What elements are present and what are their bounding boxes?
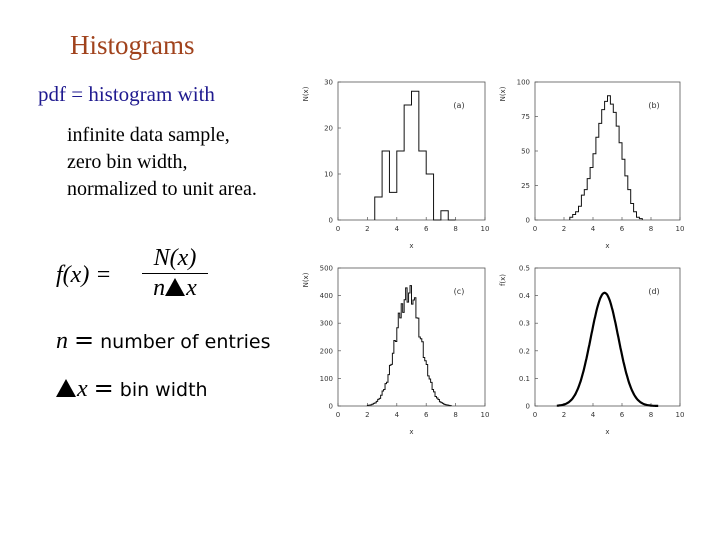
x-tick-label: 10 — [676, 411, 685, 419]
y-tick-label: 25 — [521, 182, 530, 190]
x-tick-label: 4 — [591, 225, 596, 233]
y-tick-label: 500 — [320, 265, 333, 273]
y-tick-label: 10 — [324, 171, 333, 179]
y-tick-label: 50 — [521, 148, 530, 156]
definition-text: bin width — [119, 379, 208, 401]
y-axis-label: f(x) — [499, 274, 507, 286]
formula-den-n: n — [153, 275, 166, 301]
x-tick-label: 6 — [620, 411, 625, 419]
x-tick-label: 2 — [562, 225, 566, 233]
pdf-curve — [556, 291, 659, 407]
delta-icon — [56, 379, 76, 397]
histogram-step — [374, 90, 456, 221]
bullet-list: infinite data sample, zero bin width, no… — [67, 122, 257, 203]
bullet-item: infinite data sample, — [67, 124, 230, 146]
definition-symbol: n — [56, 328, 68, 354]
y-tick-label: 400 — [320, 292, 333, 300]
x-tick-label: 0 — [533, 411, 537, 419]
y-tick-label: 100 — [320, 375, 333, 383]
x-tick-label: 2 — [365, 411, 369, 419]
x-tick-label: 6 — [424, 411, 429, 419]
x-tick-label: 8 — [453, 225, 457, 233]
y-tick-label: 75 — [521, 113, 530, 121]
plot-frame — [337, 81, 486, 221]
x-tick-label: 6 — [424, 225, 429, 233]
formula-lhs: f(x) = — [56, 262, 112, 288]
y-tick-label: 0.5 — [519, 265, 530, 273]
y-tick-label: 0.1 — [519, 375, 530, 383]
y-tick-label: 0.3 — [519, 320, 530, 328]
histogram-step — [569, 95, 643, 220]
y-tick-label: 20 — [324, 125, 333, 133]
x-tick-label: 0 — [336, 411, 340, 419]
y-tick-label: 0.4 — [519, 292, 531, 300]
x-tick-label: 8 — [649, 411, 653, 419]
definition-text: number of entries — [100, 331, 271, 353]
plot-frame — [337, 267, 486, 407]
formula-den-x: x — [186, 275, 197, 301]
y-tick-label: 200 — [320, 347, 333, 355]
x-tick-label: 6 — [620, 225, 625, 233]
panel-label: (c) — [454, 287, 465, 296]
x-tick-label: 2 — [562, 411, 566, 419]
y-tick-label: 30 — [324, 79, 333, 87]
panel-label: (b) — [648, 101, 659, 110]
x-tick-label: 2 — [365, 225, 369, 233]
panel-label: (a) — [453, 101, 464, 110]
y-tick-label: 0 — [329, 403, 333, 411]
equals-sign: = — [74, 326, 95, 354]
x-tick-label: 0 — [336, 225, 340, 233]
delta-icon — [165, 278, 186, 296]
y-tick-label: 300 — [320, 320, 333, 328]
y-tick-label: 0 — [526, 217, 530, 225]
x-axis-label: x — [605, 242, 609, 250]
definition-symbol: x — [77, 376, 88, 402]
x-axis-label: x — [605, 428, 609, 436]
equals-sign: = — [93, 374, 114, 402]
y-axis-label: N(x) — [302, 272, 310, 287]
y-axis-label: N(x) — [499, 86, 507, 101]
bullet-item: normalized to unit area. — [67, 178, 257, 200]
histogram-step — [366, 285, 452, 407]
bullet-item: zero bin width, — [67, 151, 188, 173]
intro-text: pdf = histogram with — [38, 82, 215, 106]
y-axis-label: N(x) — [302, 86, 310, 101]
x-tick-label: 10 — [481, 411, 490, 419]
y-tick-label: 0 — [329, 217, 333, 225]
x-tick-label: 4 — [395, 411, 400, 419]
panel-label: (d) — [648, 287, 659, 296]
x-axis-label: x — [409, 428, 413, 436]
plot-frame — [534, 267, 681, 407]
y-tick-label: 100 — [517, 79, 530, 87]
y-tick-label: 0 — [526, 403, 530, 411]
y-tick-label: 0.2 — [519, 347, 530, 355]
x-tick-label: 8 — [649, 225, 653, 233]
slide-title: Histograms — [70, 30, 195, 60]
x-tick-label: 10 — [481, 225, 490, 233]
x-tick-label: 0 — [533, 225, 537, 233]
definition-delta-x: x = bin width — [56, 374, 208, 403]
x-tick-label: 4 — [395, 225, 400, 233]
definition-n: n = number of entries — [56, 326, 271, 355]
x-axis-label: x — [409, 242, 413, 250]
x-tick-label: 4 — [591, 411, 596, 419]
x-tick-label: 10 — [676, 225, 685, 233]
formula-numerator: N(x) — [142, 245, 208, 274]
x-tick-label: 8 — [453, 411, 457, 419]
